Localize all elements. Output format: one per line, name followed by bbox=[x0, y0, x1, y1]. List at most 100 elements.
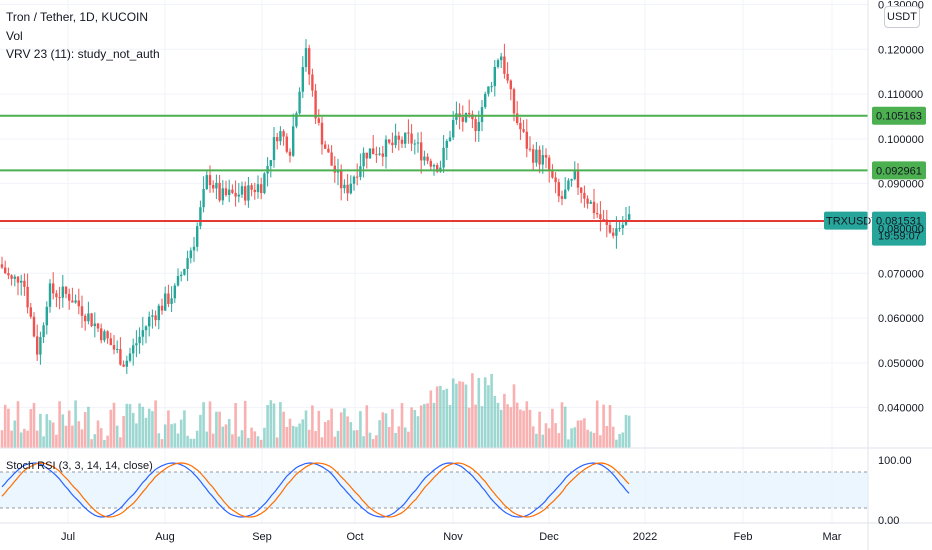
candle-body bbox=[333, 165, 336, 173]
candle-body bbox=[61, 286, 64, 298]
volume-bar bbox=[413, 409, 417, 448]
candle-body bbox=[164, 293, 167, 311]
stoch-rsi-legend[interactable]: Stoch RSI (3, 3, 14, 14, close) bbox=[6, 460, 153, 472]
candle-body bbox=[39, 337, 42, 355]
volume-bar bbox=[160, 439, 164, 448]
volume-bar bbox=[503, 393, 506, 448]
candle-body bbox=[253, 189, 256, 193]
volume-bar bbox=[416, 416, 420, 448]
candle-body bbox=[189, 250, 192, 259]
candle-body bbox=[64, 286, 68, 294]
chart-title[interactable]: Tron / Tether, 1D, KUCOIN bbox=[6, 10, 149, 24]
candle-body bbox=[509, 80, 512, 90]
volume-bar bbox=[269, 400, 273, 448]
candle-body bbox=[375, 154, 378, 156]
time-tick-label: Nov bbox=[443, 531, 463, 543]
time-tick-label: Jul bbox=[61, 531, 75, 543]
candle-body bbox=[404, 132, 407, 144]
volume-bar bbox=[218, 411, 221, 448]
volume-bar bbox=[103, 439, 106, 448]
volume-bar bbox=[211, 433, 215, 448]
volume-bar bbox=[381, 412, 385, 448]
candle-body bbox=[84, 315, 87, 322]
volume-bar bbox=[573, 427, 577, 448]
volume-bar bbox=[378, 420, 381, 448]
candle-body bbox=[468, 112, 471, 115]
volume-bar bbox=[205, 431, 209, 448]
candle-body bbox=[429, 160, 432, 167]
volume-bar bbox=[48, 420, 52, 448]
candle-body bbox=[506, 73, 509, 81]
candle-body bbox=[71, 300, 74, 303]
candle-body bbox=[144, 326, 148, 331]
candle-body bbox=[592, 201, 596, 214]
time-tick-label: 2022 bbox=[633, 531, 657, 543]
volume-bar bbox=[307, 429, 311, 448]
volume-bar bbox=[551, 408, 554, 448]
volume-bar bbox=[362, 436, 365, 448]
volume-bar bbox=[131, 412, 135, 448]
volume-bar bbox=[490, 373, 493, 448]
candle-body bbox=[7, 273, 10, 276]
volume-bar bbox=[176, 433, 180, 448]
price-tick-label: 0.040000 bbox=[878, 403, 924, 415]
candle-body bbox=[48, 283, 52, 307]
volume-bar bbox=[99, 428, 103, 448]
candle-body bbox=[324, 144, 327, 149]
candle-body bbox=[234, 192, 237, 197]
volume-bar bbox=[592, 432, 596, 448]
candle-body bbox=[173, 285, 176, 299]
volume-bar bbox=[359, 411, 362, 448]
volume-bars bbox=[0, 373, 631, 448]
price-tick-label: 0.110000 bbox=[878, 89, 923, 101]
volume-bar bbox=[240, 430, 244, 448]
price-label: 0.092961 bbox=[876, 165, 922, 177]
candle-body bbox=[128, 353, 132, 361]
volume-bar bbox=[493, 395, 497, 448]
candle-body bbox=[426, 156, 429, 161]
volume-legend[interactable]: Vol bbox=[6, 29, 23, 43]
price-tick-label: 0.080000 bbox=[878, 223, 924, 235]
time-axis[interactable]: Jul Aug Sep Oct Nov Dec 2022 Feb Mar bbox=[61, 531, 842, 543]
candle-body bbox=[16, 276, 20, 283]
candle-body bbox=[474, 119, 477, 132]
volume-bar bbox=[253, 431, 257, 448]
volume-bar bbox=[208, 401, 212, 448]
candle-body bbox=[224, 188, 228, 196]
volume-bar bbox=[375, 435, 378, 448]
volume-bar bbox=[352, 430, 356, 448]
candle-body bbox=[288, 151, 292, 156]
candle-body bbox=[154, 315, 157, 321]
candle-body bbox=[522, 129, 525, 132]
volume-bar bbox=[163, 424, 167, 448]
candle-body bbox=[544, 155, 548, 158]
volume-bar bbox=[365, 405, 369, 448]
symbol-label: TRXUSDT bbox=[826, 216, 878, 228]
candle-body bbox=[93, 323, 96, 327]
price-tick-label: 0.120000 bbox=[878, 44, 924, 56]
volume-bar bbox=[403, 427, 407, 448]
volume-bar bbox=[515, 402, 519, 448]
volume-bar bbox=[407, 431, 410, 448]
candle-body bbox=[535, 149, 538, 163]
volume-bar bbox=[19, 432, 23, 448]
currency-button[interactable]: USDT bbox=[884, 6, 920, 28]
vrv-legend[interactable]: VRV 23 (11): study_not_auth bbox=[6, 47, 160, 61]
volume-bar bbox=[461, 381, 465, 448]
candle-body bbox=[381, 153, 384, 157]
volume-bar bbox=[496, 402, 500, 448]
volume-bar bbox=[7, 408, 10, 448]
candle-body bbox=[208, 175, 212, 186]
time-tick-label: Oct bbox=[346, 531, 363, 543]
candle-body bbox=[346, 184, 349, 194]
volume-bar bbox=[400, 403, 404, 448]
volume-bar bbox=[61, 414, 65, 448]
volume-bar bbox=[202, 402, 205, 448]
volume-bar bbox=[115, 425, 119, 448]
candle-body bbox=[68, 293, 71, 301]
volume-bar bbox=[330, 408, 333, 448]
volume-bar bbox=[624, 414, 628, 448]
volume-bar bbox=[611, 426, 615, 448]
